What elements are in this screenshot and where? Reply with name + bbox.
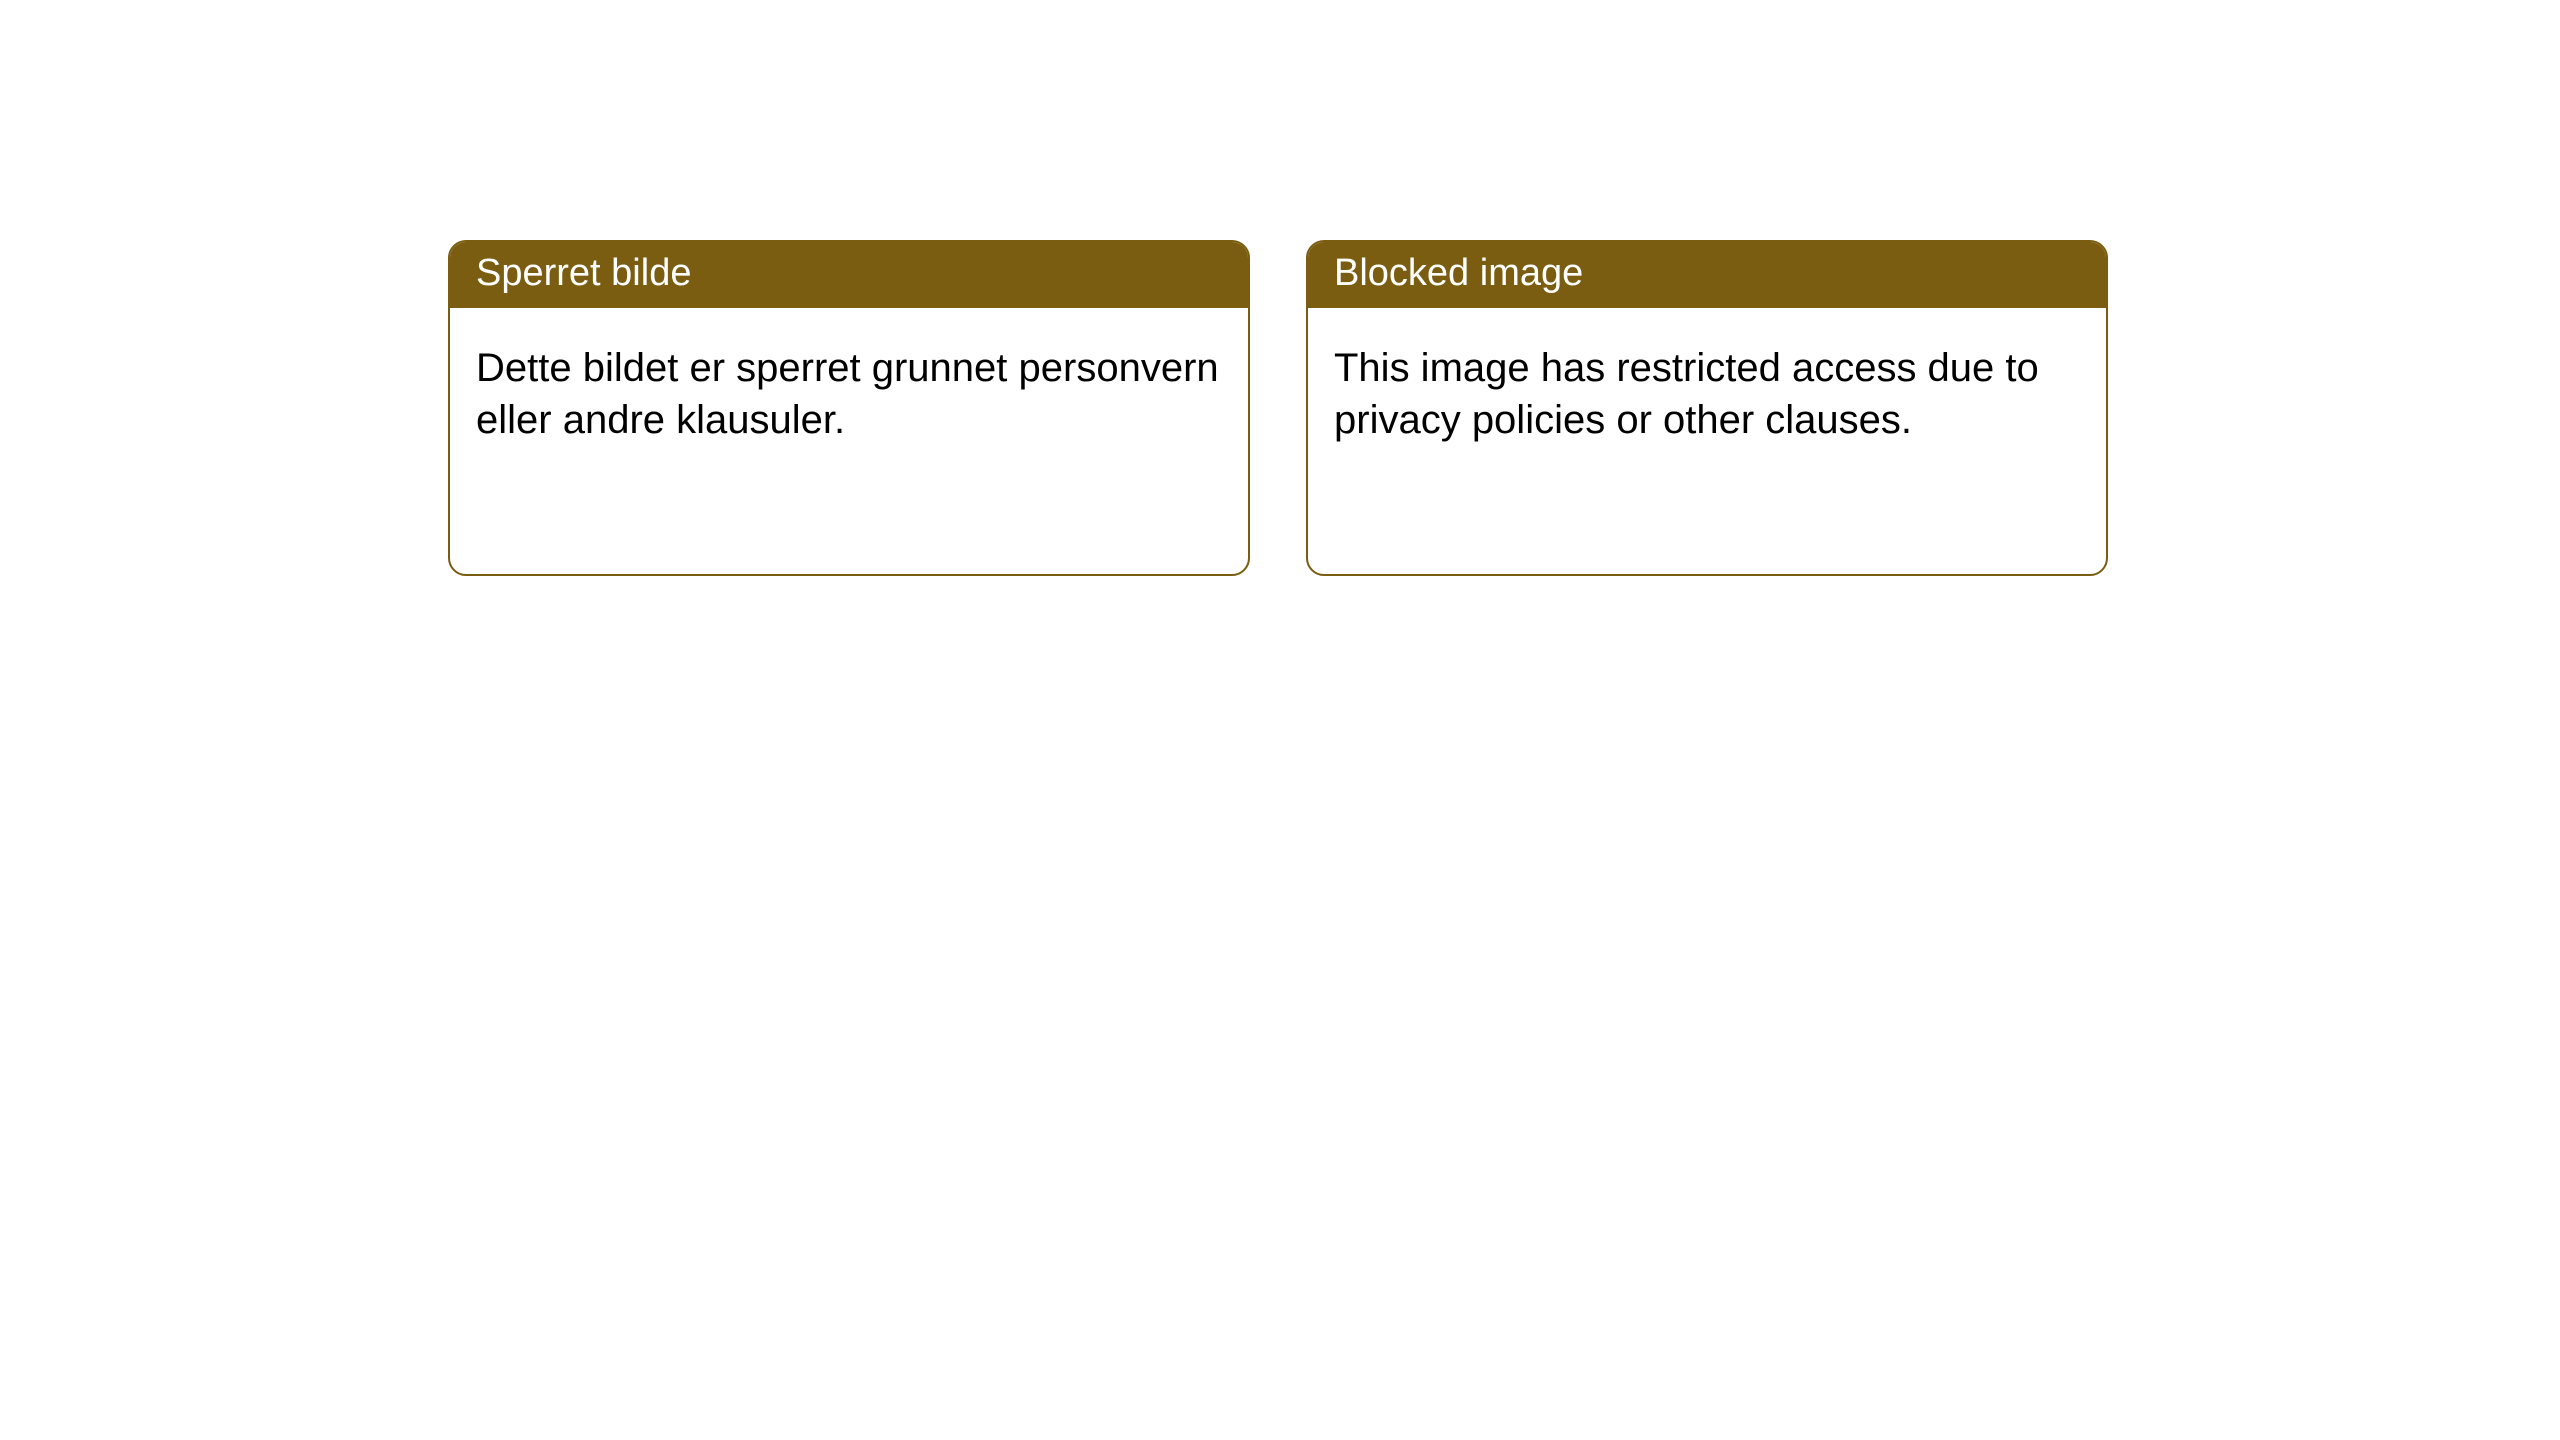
notice-card-norwegian: Sperret bilde Dette bildet er sperret gr… — [448, 240, 1250, 576]
notice-card-body: This image has restricted access due to … — [1308, 308, 2106, 474]
notice-card-body: Dette bildet er sperret grunnet personve… — [450, 308, 1248, 474]
notice-card-english: Blocked image This image has restricted … — [1306, 240, 2108, 576]
notice-container: Sperret bilde Dette bildet er sperret gr… — [0, 0, 2560, 576]
notice-card-title: Sperret bilde — [450, 242, 1248, 308]
notice-card-title: Blocked image — [1308, 242, 2106, 308]
